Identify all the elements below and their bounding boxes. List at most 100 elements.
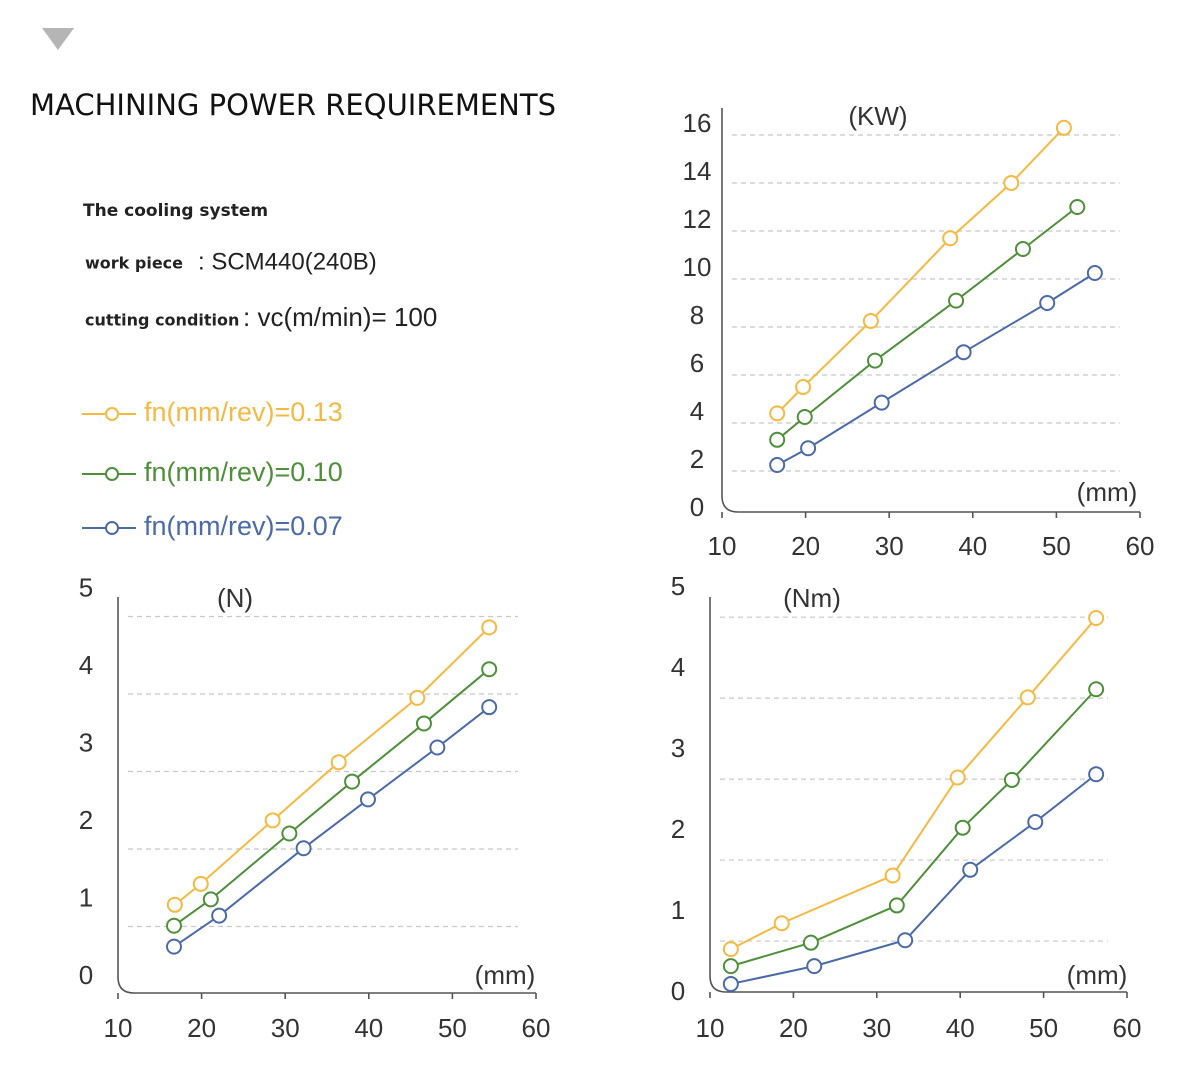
data-point xyxy=(295,840,312,857)
data-point xyxy=(955,344,972,361)
x-tick-label: 40 xyxy=(958,531,987,561)
data-point xyxy=(722,941,739,958)
data-point xyxy=(722,958,739,975)
data-point xyxy=(359,791,376,808)
y-tick-label: 0 xyxy=(671,976,685,1006)
info-label: work piece xyxy=(85,254,183,273)
series-line xyxy=(730,617,1097,951)
data-point xyxy=(802,934,819,951)
y-axis-label: (KW) xyxy=(848,101,907,131)
data-point xyxy=(1055,119,1072,136)
data-point xyxy=(954,819,971,836)
y-tick-label: 6 xyxy=(690,348,704,378)
info-value: : SCM440(240B) xyxy=(198,248,377,275)
data-point xyxy=(1014,241,1031,257)
y-tick-label: 3 xyxy=(79,727,93,757)
data-point xyxy=(769,405,786,422)
x-tick-label: 50 xyxy=(438,1013,467,1043)
data-point xyxy=(481,699,498,716)
y-tick-label: 5 xyxy=(79,572,93,602)
x-tick-label: 10 xyxy=(696,1013,725,1043)
series-line xyxy=(730,688,1097,968)
x-tick-label: 40 xyxy=(354,1013,383,1043)
data-point xyxy=(769,457,786,473)
legend-label: fn(mm/rev)=0.13 xyxy=(144,397,343,427)
x-tick-label: 60 xyxy=(522,1013,551,1043)
data-point xyxy=(942,230,959,247)
data-point xyxy=(722,975,739,992)
page-title: MACHINING POWER REQUIREMENTS xyxy=(30,88,556,122)
y-tick-label: 4 xyxy=(79,650,93,680)
data-point xyxy=(949,769,966,786)
axis xyxy=(117,597,536,994)
collapse-icon xyxy=(42,28,74,50)
x-tick-label: 10 xyxy=(104,1013,133,1043)
data-point xyxy=(1027,814,1044,831)
data-point xyxy=(1086,265,1103,281)
data-point xyxy=(800,440,817,457)
y-tick-label: 5 xyxy=(671,571,685,601)
data-point xyxy=(1088,610,1105,627)
data-point xyxy=(202,891,219,908)
series-line xyxy=(776,127,1065,415)
y-tick-label: 2 xyxy=(79,805,93,835)
legend-marker xyxy=(105,407,119,421)
series-line xyxy=(730,773,1097,985)
series-line xyxy=(776,206,1078,441)
y-tick-label: 0 xyxy=(690,492,704,522)
data-point xyxy=(166,938,183,955)
data-point xyxy=(1088,766,1105,783)
data-point xyxy=(344,773,361,790)
x-tick-label: 60 xyxy=(1113,1013,1142,1043)
data-point xyxy=(281,825,298,842)
y-tick-label: 0 xyxy=(79,960,93,990)
series-line xyxy=(173,668,490,927)
data-point xyxy=(1069,199,1086,215)
data-point xyxy=(481,619,498,636)
legend-label: fn(mm/rev)=0.07 xyxy=(144,511,343,541)
data-point xyxy=(1039,295,1056,311)
data-point xyxy=(429,739,446,756)
x-tick-label: 10 xyxy=(708,531,737,561)
data-point xyxy=(948,292,965,309)
axis xyxy=(721,108,1140,513)
data-point xyxy=(769,431,786,448)
x-axis-label: (mm) xyxy=(475,960,536,990)
x-tick-label: 60 xyxy=(1126,531,1155,561)
y-tick-label: 14 xyxy=(683,156,712,186)
data-point xyxy=(192,875,209,892)
info-label: cutting condition xyxy=(85,311,239,330)
data-point xyxy=(888,897,905,914)
data-point xyxy=(409,689,426,706)
x-tick-label: 40 xyxy=(946,1013,975,1043)
x-tick-label: 20 xyxy=(779,1013,808,1043)
y-tick-label: 3 xyxy=(671,733,685,763)
data-point xyxy=(211,907,228,924)
subtitle: The cooling system xyxy=(83,201,268,221)
x-axis-label: (mm) xyxy=(1077,477,1138,507)
data-point xyxy=(796,409,813,425)
y-tick-label: 12 xyxy=(683,204,712,234)
data-point xyxy=(884,867,901,884)
x-tick-label: 20 xyxy=(187,1013,216,1043)
y-tick-label: 1 xyxy=(671,895,685,925)
data-point xyxy=(166,896,183,913)
y-axis-label: (N) xyxy=(217,583,253,613)
y-tick-label: 2 xyxy=(671,814,685,844)
y-tick-label: 1 xyxy=(79,882,93,912)
series-line xyxy=(173,706,490,948)
legend-marker xyxy=(105,467,119,481)
x-tick-label: 30 xyxy=(862,1013,891,1043)
legend-label: fn(mm/rev)=0.10 xyxy=(144,457,343,487)
legend-marker xyxy=(105,521,119,535)
y-tick-label: 4 xyxy=(690,396,704,426)
data-point xyxy=(415,715,432,732)
data-point xyxy=(795,379,812,395)
data-point xyxy=(1003,771,1020,788)
data-point xyxy=(481,661,498,678)
y-tick-label: 10 xyxy=(683,252,712,282)
data-point xyxy=(330,754,347,771)
data-point xyxy=(1088,681,1105,698)
y-tick-label: 2 xyxy=(690,444,704,474)
